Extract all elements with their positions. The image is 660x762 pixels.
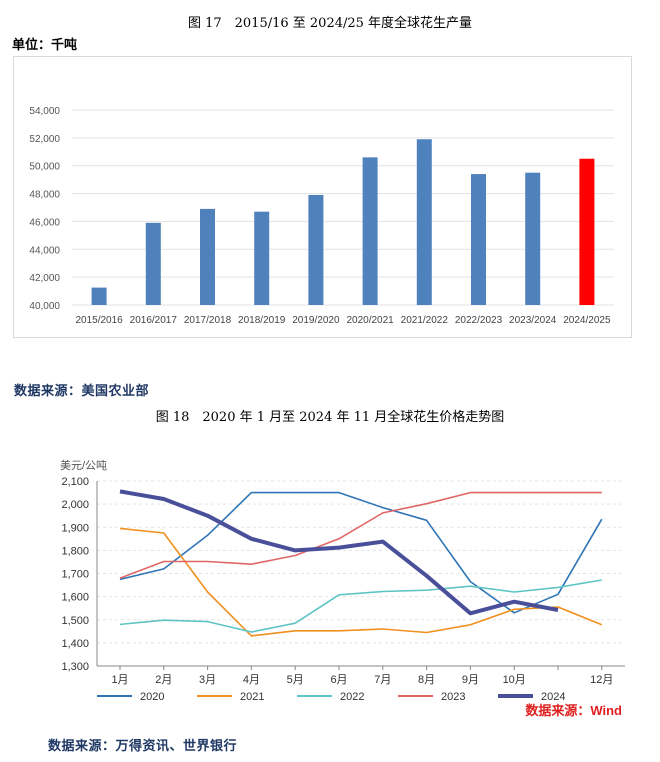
series-line bbox=[119, 527, 603, 637]
x-tick-label: 8月 bbox=[418, 674, 435, 686]
x-tick-label: 5月 bbox=[287, 674, 304, 686]
bar bbox=[579, 158, 595, 305]
y-tick-label: 54,000 bbox=[29, 106, 60, 117]
x-tick-label: 1月 bbox=[111, 674, 128, 686]
y-axis-label: 美元/公吨 bbox=[60, 459, 107, 472]
y-tick-label: 1,700 bbox=[61, 569, 89, 581]
bar bbox=[362, 157, 378, 305]
y-tick-label: 40,000 bbox=[29, 301, 60, 312]
y-tick-label: 1,300 bbox=[61, 661, 89, 673]
bar-chart: 40,000 42,000 44,000 46,000 48,000 50,000 52,0… bbox=[29, 106, 614, 326]
y-tick-label: 48,000 bbox=[29, 190, 60, 201]
y-tick-label: 1,600 bbox=[61, 592, 89, 604]
x-tick-label: 2016/2017 bbox=[130, 315, 178, 326]
bar bbox=[525, 172, 541, 305]
wind-watermark: 数据来源：Wind bbox=[525, 703, 622, 718]
y-tick-label: 44,000 bbox=[29, 245, 60, 256]
x-tick-label: 2017/2018 bbox=[184, 315, 232, 326]
legend-label: 2022 bbox=[340, 691, 364, 703]
x-tick-label: 12月 bbox=[590, 674, 613, 686]
y-tick-label: 1,900 bbox=[61, 522, 89, 534]
y-tick-label: 42,000 bbox=[29, 273, 60, 284]
bar bbox=[91, 287, 107, 305]
legend-label: 2023 bbox=[441, 691, 465, 703]
bar bbox=[254, 211, 270, 305]
x-tick-label: 2021/2022 bbox=[401, 315, 449, 326]
x-tick-label: 2019/2020 bbox=[292, 315, 340, 326]
bar bbox=[200, 208, 215, 305]
x-tick-label: 2022/2023 bbox=[455, 315, 503, 326]
x-tick-label: 2024/2025 bbox=[563, 315, 611, 326]
y-tick-label: 2,000 bbox=[61, 499, 89, 511]
figure2-title: 图 18 2020 年 1 月至 2024 年 11 月全球花生价格走势图 bbox=[155, 410, 505, 425]
y-tick-label: 1,800 bbox=[61, 545, 89, 557]
x-tick-label: 9月 bbox=[462, 674, 479, 686]
bar bbox=[416, 139, 432, 305]
figure1-source: 数据来源：美国农业部 bbox=[14, 384, 150, 399]
x-tick-label: 2015/2016 bbox=[75, 315, 123, 326]
x-tick-label: 4月 bbox=[243, 674, 260, 686]
x-tick-label: 6月 bbox=[330, 674, 347, 686]
y-tick-label: 46,000 bbox=[29, 217, 60, 228]
bar bbox=[145, 222, 161, 305]
legend-label: 2021 bbox=[240, 691, 264, 703]
line-chart: 美元/公吨 1,300 1,400 1,500 1,600 1,700 1,800 1,900… bbox=[60, 459, 625, 718]
y-tick-label: 1,500 bbox=[61, 615, 89, 627]
x-tick-label: 2023/2024 bbox=[509, 315, 557, 326]
y-tick-label: 2,100 bbox=[61, 476, 89, 488]
x-tick-label: 10月 bbox=[503, 674, 526, 686]
y-tick-label: 52,000 bbox=[29, 134, 60, 145]
legend-label: 2024 bbox=[541, 691, 565, 703]
y-tick-label: 50,000 bbox=[29, 162, 60, 173]
figure2-source: 数据来源：万得资讯、世界银行 bbox=[48, 739, 238, 754]
x-tick-label: 7月 bbox=[374, 674, 391, 686]
figure1-unit: 单位：千吨 bbox=[12, 38, 78, 53]
bar bbox=[471, 174, 486, 305]
bar-chart-panel: 40,000 42,000 44,000 46,000 48,000 50,000 52,0… bbox=[13, 56, 632, 338]
y-tick-label: 1,400 bbox=[61, 638, 89, 650]
series-line bbox=[119, 579, 602, 633]
bar bbox=[308, 194, 324, 305]
x-tick-label: 2月 bbox=[155, 674, 172, 686]
series-line bbox=[119, 491, 602, 579]
x-tick-label: 3月 bbox=[199, 674, 216, 686]
x-tick-label: 2018/2019 bbox=[238, 315, 286, 326]
figure1-title: 图 17 2015/16 至 2024/25 年度全球花生产量 bbox=[187, 16, 473, 31]
x-tick-label: 2020/2021 bbox=[346, 315, 394, 326]
series-line bbox=[119, 489, 559, 616]
legend-label: 2020 bbox=[140, 691, 164, 703]
